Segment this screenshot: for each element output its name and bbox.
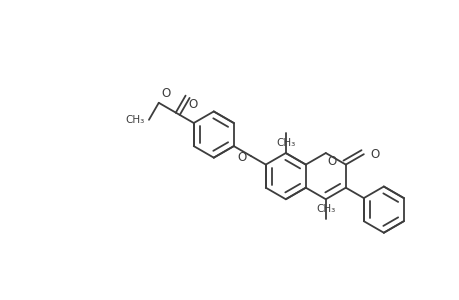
- Text: O: O: [327, 154, 336, 168]
- Text: CH₃: CH₃: [315, 204, 335, 214]
- Text: O: O: [369, 148, 378, 161]
- Text: O: O: [236, 151, 246, 164]
- Text: O: O: [161, 88, 170, 100]
- Text: O: O: [187, 98, 197, 111]
- Text: CH₃: CH₃: [126, 115, 145, 125]
- Text: CH₃: CH₃: [275, 138, 295, 148]
